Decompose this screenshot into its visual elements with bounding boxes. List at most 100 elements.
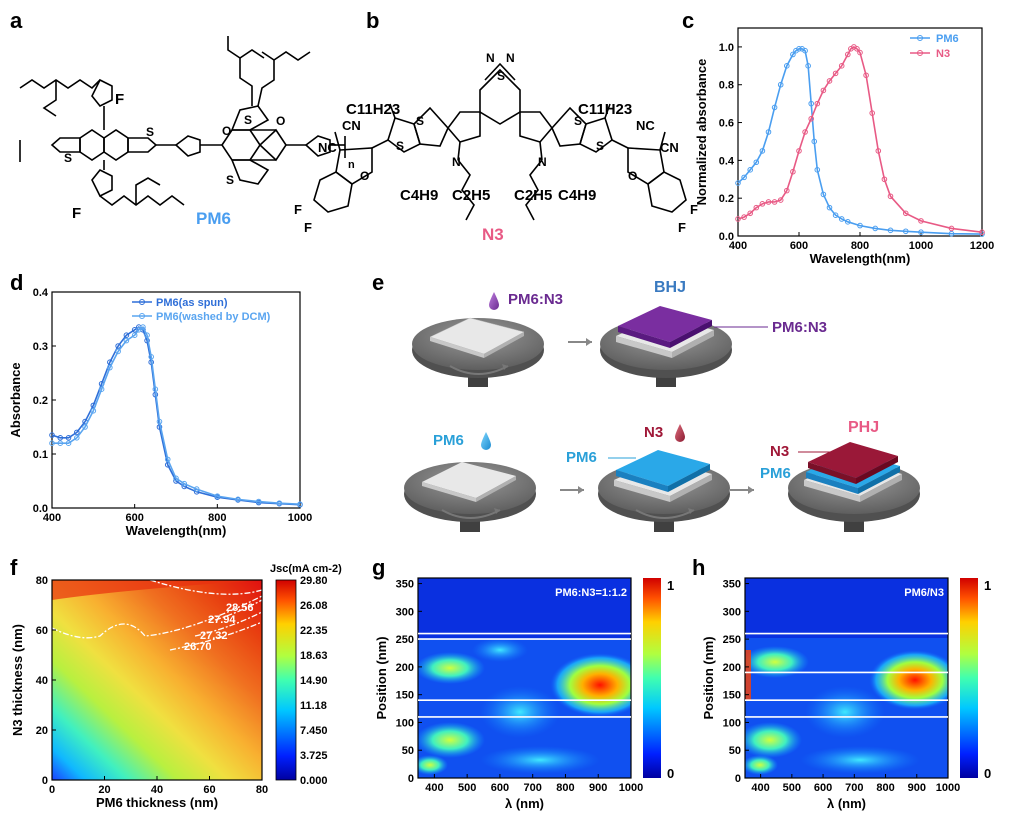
g-xtick-label: 800 xyxy=(556,782,574,794)
c-point-0 xyxy=(759,148,766,154)
g-xtick-label: 400 xyxy=(425,782,443,794)
d-point-1 xyxy=(255,498,262,505)
n3-chain-c11h23-left: C11H23 xyxy=(346,101,400,118)
d-series-line-1 xyxy=(52,325,301,506)
d-point-0 xyxy=(65,435,72,441)
h-ytick-label: 250 xyxy=(723,634,741,646)
c-point-0 xyxy=(805,63,811,69)
h-ylabel: Position (nm) xyxy=(701,636,716,719)
f-colorbar-tick: 22.35 xyxy=(300,625,328,637)
f-ylabel: N3 thickness (nm) xyxy=(10,624,25,736)
n3-chain-cn-left: CN xyxy=(342,118,361,133)
c-xtick-label: 1200 xyxy=(970,240,994,252)
d-point-1 xyxy=(131,332,138,339)
c-point-1 xyxy=(863,72,869,79)
panel-label-d: d xyxy=(10,270,23,295)
d-point-1 xyxy=(49,440,55,447)
c-point-1 xyxy=(869,110,876,116)
d-point-1 xyxy=(107,364,113,371)
c-point-1 xyxy=(857,49,863,56)
f-colorbar-tick: 3.725 xyxy=(300,750,328,762)
d-point-1 xyxy=(90,408,97,414)
c-point-0 xyxy=(948,230,955,237)
n3-chain-nc-left: NC xyxy=(318,140,337,155)
c-point-0 xyxy=(741,174,747,181)
d-ytick-label: 0.2 xyxy=(33,395,48,407)
c-point-0 xyxy=(771,104,778,111)
n3-structure xyxy=(313,62,687,221)
g-xtick-label: 500 xyxy=(458,782,476,794)
d-point-0 xyxy=(123,332,130,339)
c-point-0 xyxy=(765,129,772,135)
spin-disc-4 xyxy=(598,424,730,532)
c-point-1 xyxy=(854,46,860,52)
panel-label-g: g xyxy=(372,555,385,580)
h-xtick-label: 400 xyxy=(751,782,769,794)
d-point-0 xyxy=(57,435,64,441)
h-colorbar-max: 1 xyxy=(984,578,991,593)
drop-label-pm6: PM6 xyxy=(433,432,464,449)
c-point-0 xyxy=(857,222,863,229)
c-point-1 xyxy=(887,193,894,200)
n3-atom-s-2: S xyxy=(416,114,424,128)
c-legend-label-1: N3 xyxy=(936,48,950,60)
n3-chain-c4h9-left: C4H9 xyxy=(400,187,438,204)
spin-disc-1 xyxy=(412,292,544,387)
d-xtick-label: 1000 xyxy=(288,512,312,524)
d-point-0 xyxy=(74,429,80,436)
c-point-0 xyxy=(887,227,894,234)
d-point-1 xyxy=(152,386,159,393)
d-point-1 xyxy=(297,501,303,508)
pm6-atoms: F F S S S S O O n xyxy=(64,91,355,222)
g-ytick-label: 150 xyxy=(396,690,414,702)
c-point-1 xyxy=(948,225,955,232)
n3-atom-n-4: N xyxy=(538,155,547,169)
f-ytick-label: 40 xyxy=(36,675,48,687)
g-colorbar xyxy=(643,578,661,778)
d-point-1 xyxy=(74,435,80,441)
c-point-1 xyxy=(881,176,888,183)
pm6-atom-f-top: F xyxy=(115,91,124,108)
h-ytick-label: 0 xyxy=(735,773,741,785)
c-point-1 xyxy=(759,201,766,207)
d-point-1 xyxy=(140,324,146,330)
n3-atom-s-1: S xyxy=(497,69,505,83)
f-xtick-label: 20 xyxy=(98,784,110,796)
f-contour-label: 27.32 xyxy=(200,630,228,642)
c-point-1 xyxy=(918,218,924,224)
c-ytick-label: 0.0 xyxy=(719,231,734,243)
c-point-1 xyxy=(979,229,985,236)
c-point-1 xyxy=(838,63,845,69)
c-xtick-label: 800 xyxy=(851,240,869,252)
d-point-0 xyxy=(49,432,55,438)
n3-atom-f-4: F xyxy=(678,220,686,235)
c-point-1 xyxy=(875,148,882,154)
c-point-1 xyxy=(814,100,821,107)
c-point-0 xyxy=(845,219,851,225)
n3-chain-cn-right: CN xyxy=(660,140,679,155)
layer-label-pm6: PM6 xyxy=(566,449,597,466)
d-legend-label-1: PM6(washed by DCM) xyxy=(156,311,271,323)
f-xtick-label: 60 xyxy=(203,784,215,796)
c-legend-marker-1 xyxy=(917,50,923,56)
h-ytick-label: 200 xyxy=(723,662,741,674)
h-ytick-label: 350 xyxy=(723,579,741,591)
chart-field-phj: 400 500 600 700 800 900 1000 0 50 100 150 200 250 300… xyxy=(701,577,991,811)
d-legend-marker-1 xyxy=(139,313,145,319)
panel-label-b: b xyxy=(366,8,379,33)
g-ytick-label: 350 xyxy=(396,579,414,591)
c-ytick-label: 0.2 xyxy=(719,193,734,205)
d-point-1 xyxy=(123,337,130,344)
d-point-1 xyxy=(235,496,241,503)
g-ytick-label: 100 xyxy=(396,717,414,729)
g-ytick-label: 0 xyxy=(408,773,414,785)
pm6-atom-s-4: S xyxy=(226,173,234,187)
chart-normalized-absorbance: 400 600 800 1000 1200 0.0 0.2 0.4 0.6 0.8 1.0 Wavel… xyxy=(694,27,994,266)
f-xtick-label: 0 xyxy=(49,784,55,796)
c-point-0 xyxy=(790,51,796,58)
g-colorbar-min: 0 xyxy=(667,766,674,781)
n3-atom-s-3: S xyxy=(574,114,582,128)
d-point-1 xyxy=(214,493,221,499)
c-point-1 xyxy=(784,187,790,194)
h-xtick-label: 800 xyxy=(876,782,894,794)
